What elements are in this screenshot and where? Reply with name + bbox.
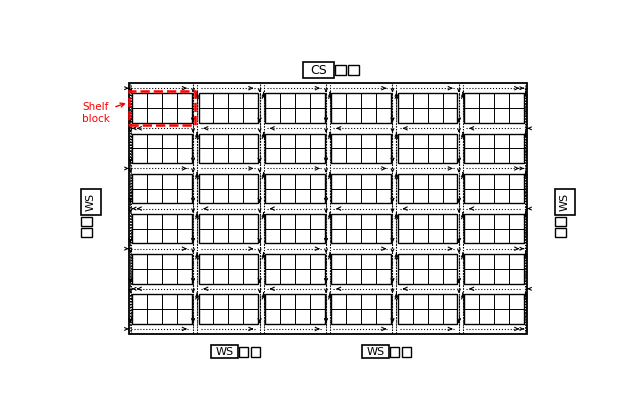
Bar	[198, 174, 258, 203]
Bar	[198, 133, 258, 163]
Bar	[555, 217, 566, 226]
Bar	[332, 93, 391, 123]
Bar	[465, 214, 524, 243]
Text: WS: WS	[560, 193, 570, 211]
Bar	[398, 93, 458, 123]
Bar	[362, 345, 389, 358]
Bar	[398, 214, 458, 243]
Text: WS: WS	[367, 347, 385, 357]
Bar	[303, 62, 334, 78]
Text: WS: WS	[86, 193, 96, 211]
Bar	[332, 294, 391, 324]
Bar	[332, 174, 391, 203]
Bar	[132, 174, 191, 203]
Bar	[390, 347, 399, 357]
Bar	[332, 133, 391, 163]
Bar	[129, 83, 527, 334]
Bar	[265, 93, 324, 123]
Bar	[132, 214, 191, 243]
Bar	[81, 190, 101, 215]
Bar	[251, 347, 260, 357]
Bar	[211, 345, 238, 358]
Bar	[265, 294, 324, 324]
Text: Shelf
block: Shelf block	[83, 102, 125, 124]
Bar	[198, 254, 258, 284]
Bar	[465, 254, 524, 284]
Bar	[332, 254, 391, 284]
Bar	[398, 133, 458, 163]
Bar	[398, 174, 458, 203]
Bar	[348, 65, 359, 75]
Bar	[198, 294, 258, 324]
Bar	[465, 174, 524, 203]
Bar	[465, 133, 524, 163]
Bar	[132, 133, 191, 163]
Text: CS: CS	[310, 64, 327, 77]
Bar	[335, 65, 346, 75]
Bar	[398, 254, 458, 284]
Bar	[132, 93, 191, 123]
Bar	[555, 190, 575, 215]
Bar	[132, 294, 191, 324]
Bar	[398, 294, 458, 324]
Bar	[265, 133, 324, 163]
Bar	[81, 228, 92, 237]
Bar	[81, 217, 92, 226]
Bar	[465, 294, 524, 324]
Bar	[129, 91, 195, 125]
Bar	[198, 93, 258, 123]
Bar	[332, 214, 391, 243]
Bar	[265, 254, 324, 284]
Bar	[265, 214, 324, 243]
Bar	[265, 174, 324, 203]
Bar	[465, 93, 524, 123]
Bar	[239, 347, 248, 357]
Bar	[555, 228, 566, 237]
Text: WS: WS	[216, 347, 234, 357]
Bar	[132, 254, 191, 284]
Bar	[198, 214, 258, 243]
Bar	[402, 347, 411, 357]
